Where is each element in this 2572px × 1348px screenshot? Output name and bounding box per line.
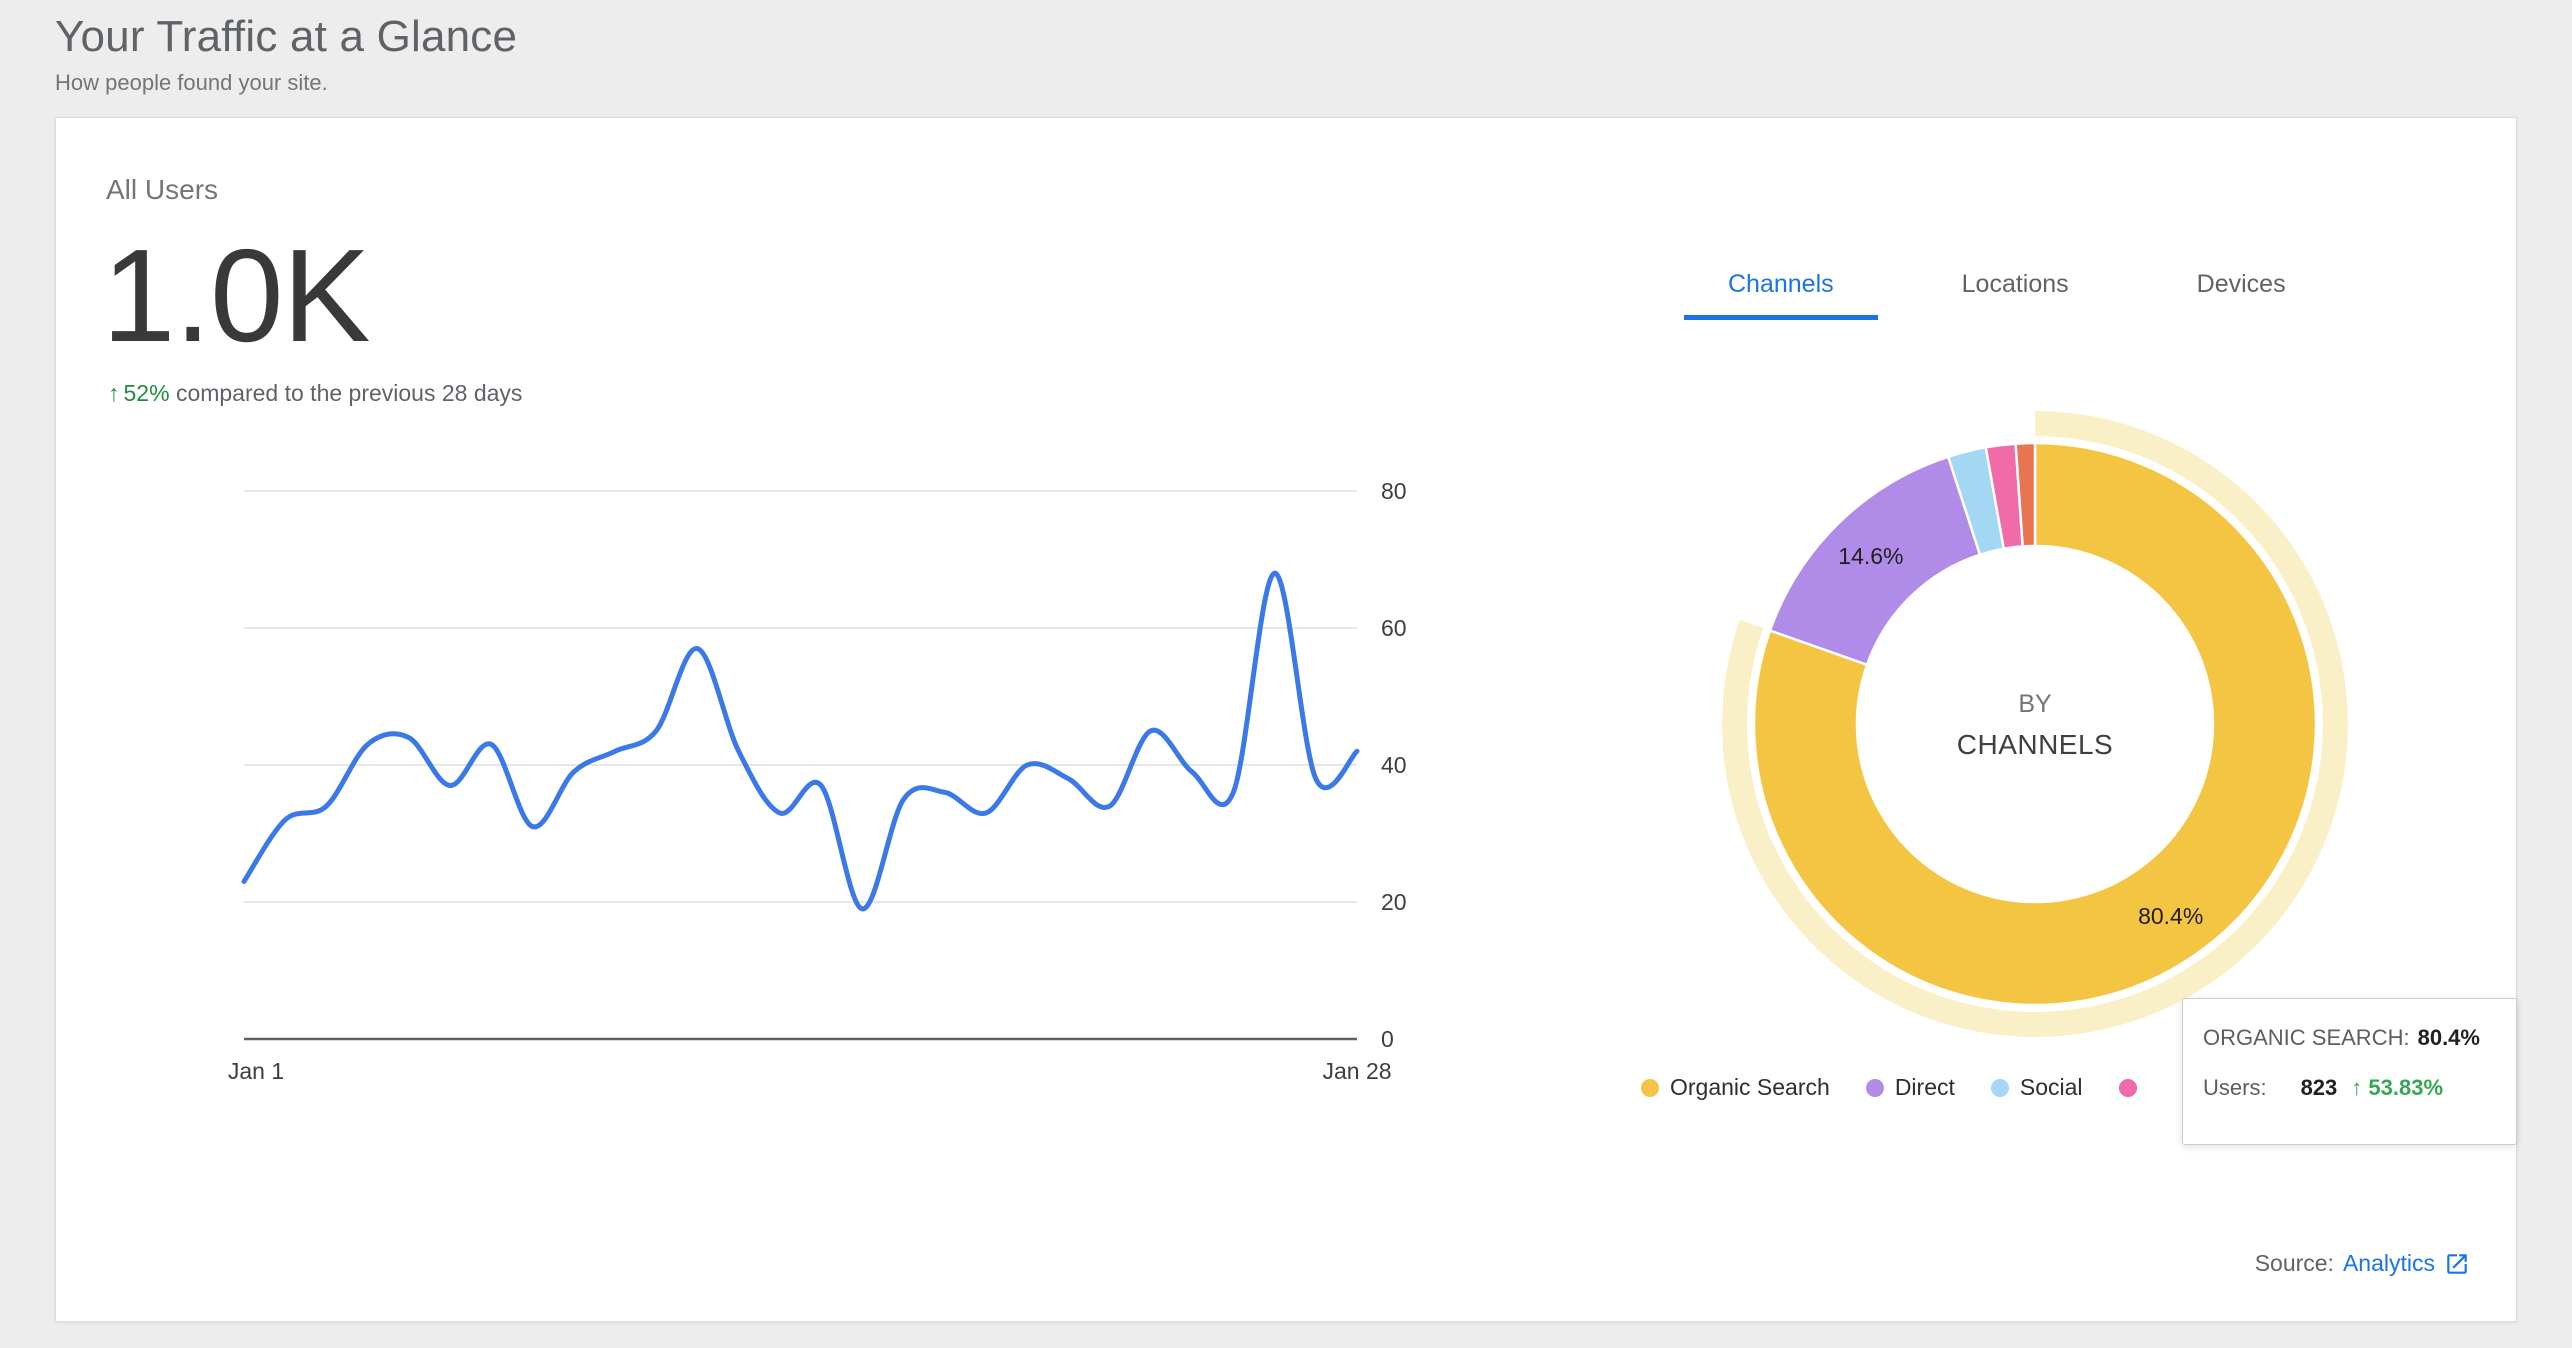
- tooltip-users-value: 823: [2300, 1075, 2338, 1100]
- tooltip-change-arrow-icon: ↑: [2351, 1075, 2363, 1100]
- legend-color-dot: [1990, 1078, 2009, 1097]
- tab-channels[interactable]: Channels: [1684, 258, 1878, 320]
- donut-percent-label: 80.4%: [2138, 903, 2203, 929]
- page-header: Your Traffic at a Glance How people foun…: [55, 12, 517, 96]
- legend-label: Social: [2019, 1074, 2083, 1100]
- trend-text: compared to the previous 28 days: [175, 380, 523, 406]
- legend-item[interactable]: [2118, 1078, 2148, 1097]
- source-row: Source: Analytics: [2255, 1250, 2470, 1277]
- traffic-card: All Users 1.0K ↑ 52% compared to the prev…: [55, 117, 2517, 1322]
- external-link-icon[interactable]: [2444, 1251, 2470, 1277]
- trend-up-arrow-icon: ↑: [108, 380, 120, 406]
- all-users-value: 1.0K: [102, 222, 371, 369]
- donut-segment-4[interactable]: [2014, 441, 2037, 548]
- y-tick-label: 0: [1381, 1026, 1394, 1052]
- trend-row: ↑ 52% compared to the previous 28 days: [108, 380, 522, 407]
- page-title: Your Traffic at a Glance: [55, 12, 518, 61]
- chart-tooltip: ORGANIC SEARCH: 80.4% Users: 823 ↑ 53.83%: [2182, 998, 2517, 1145]
- tooltip-users-label: Users:: [2203, 1075, 2267, 1100]
- legend-label: Direct: [1894, 1074, 1955, 1100]
- x-axis-label-end: Jan 28: [1322, 1058, 1391, 1084]
- page-subtitle: How people found your site.: [55, 70, 328, 95]
- trend-percent: 52%: [123, 380, 170, 406]
- legend-color-dot: [1865, 1078, 1884, 1097]
- tooltip-title-value: 80.4%: [2417, 1025, 2480, 1050]
- y-tick-label: 60: [1381, 615, 1407, 641]
- donut-percent-label: 14.6%: [1838, 543, 1903, 569]
- y-tick-label: 20: [1381, 889, 1407, 915]
- legend-item[interactable]: Social: [1990, 1074, 2083, 1101]
- channels-donut-chart[interactable]: 80.4% 14.6%: [1715, 404, 2355, 1044]
- legend-color-dot: [2118, 1078, 2137, 1097]
- legend-color-dot: [1641, 1078, 1659, 1097]
- users-line-chart[interactable]: 0 20 40 60 80 Jan 1 Jan 28: [196, 468, 1496, 1118]
- tooltip-change-value: 53.83%: [2368, 1075, 2444, 1100]
- donut-legend: Organic Search Direct Social: [1641, 1074, 2148, 1101]
- users-series-line[interactable]: [241, 570, 1360, 912]
- donut-segment-organic-search[interactable]: [1752, 441, 2318, 1007]
- report-tabs: Channels Locations Devices: [1684, 258, 2330, 320]
- y-tick-label: 80: [1381, 478, 1407, 504]
- legend-label: Organic Search: [1670, 1074, 1830, 1100]
- tooltip-title-label: ORGANIC SEARCH:: [2203, 1025, 2410, 1050]
- all-users-label: All Users: [106, 174, 219, 205]
- x-axis-label-start: Jan 1: [228, 1058, 284, 1084]
- tab-devices[interactable]: Devices: [2196, 270, 2286, 298]
- source-analytics-link[interactable]: Analytics: [2342, 1250, 2435, 1276]
- legend-item[interactable]: Direct: [1865, 1074, 1955, 1101]
- legend-item[interactable]: Organic Search: [1641, 1074, 1830, 1101]
- source-label: Source:: [2254, 1250, 2334, 1276]
- tab-locations[interactable]: Locations: [1961, 270, 2069, 298]
- y-tick-label: 40: [1381, 752, 1407, 778]
